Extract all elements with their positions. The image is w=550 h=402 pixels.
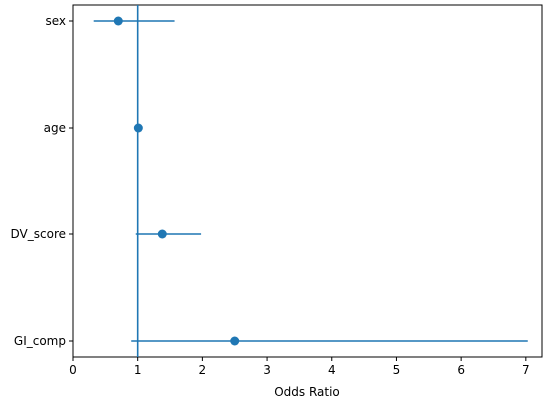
y-tick-label: age (44, 121, 66, 135)
point-GI_comp (230, 336, 240, 346)
plot-frame (72, 4, 543, 358)
x-axis-label: Odds Ratio (274, 385, 340, 399)
x-tick-label: 3 (263, 363, 271, 377)
point-DV_score (157, 229, 167, 239)
x-tick-label: 1 (134, 363, 142, 377)
x-tick-label: 6 (457, 363, 465, 377)
x-tick-label: 5 (393, 363, 401, 377)
x-tick-label: 4 (328, 363, 336, 377)
y-tick-label: GI_comp (14, 334, 66, 348)
x-tick-label: 2 (199, 363, 207, 377)
y-tick-label: sex (45, 14, 66, 28)
x-tick-label: 0 (69, 363, 77, 377)
x-tick-label: 7 (522, 363, 530, 377)
y-tick-label: DV_score (11, 227, 66, 241)
point-age (133, 123, 143, 133)
point-sex (113, 16, 123, 26)
